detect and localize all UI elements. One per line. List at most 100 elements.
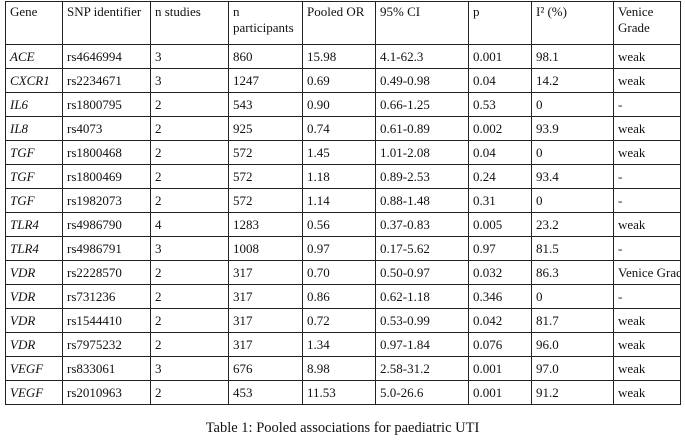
table-cell: VEGF — [5, 356, 63, 381]
table-cell: weak — [613, 332, 681, 357]
table-cell: 1.34 — [302, 332, 376, 357]
table-cell: 0.076 — [468, 332, 532, 357]
table-cell: rs1800469 — [62, 164, 151, 189]
table-cell: rs2234671 — [62, 68, 151, 93]
header-cell: SNP identifier — [62, 1, 151, 45]
table-cell: weak — [613, 140, 681, 165]
table-cell: VDR — [5, 260, 63, 285]
table-cell: 3 — [150, 44, 229, 69]
table-cell: 0.04 — [468, 68, 532, 93]
table-cell: 0.37-0.83 — [375, 212, 469, 237]
table-cell: - — [613, 284, 681, 309]
results-table: Gene SNP identifier n studies n participant… — [5, 1, 681, 405]
table-cell: 0.50-0.97 — [375, 260, 469, 285]
table-cell: 91.2 — [531, 380, 614, 405]
table-cell: 0.72 — [302, 308, 376, 333]
table-cell: 0.90 — [302, 92, 376, 117]
table-cell: 317 — [228, 260, 303, 285]
table-row: TGF rs1800469 2 572 1.18 0.89-2.53 0.24 93.4- — [5, 164, 681, 189]
table-cell: 0.24 — [468, 164, 532, 189]
table-cell: 3 — [150, 356, 229, 381]
table-cell: 0.70 — [302, 260, 376, 285]
table-cell: TGF — [5, 164, 63, 189]
table-cell: 1247 — [228, 68, 303, 93]
table-cell: rs1544410 — [62, 308, 151, 333]
table-cell: 0 — [531, 140, 614, 165]
table-cell: TGF — [5, 140, 63, 165]
table-cell: rs4646994 — [62, 44, 151, 69]
table-cell: 317 — [228, 284, 303, 309]
table-cell: 0.001 — [468, 356, 532, 381]
table-cell: 925 — [228, 116, 303, 141]
table-cell: 676 — [228, 356, 303, 381]
table-cell: 0.69 — [302, 68, 376, 93]
table-cell: 23.2 — [531, 212, 614, 237]
table-cell: weak — [613, 356, 681, 381]
table-cell: ACE — [5, 44, 63, 69]
table-cell: 317 — [228, 332, 303, 357]
table-cell: - — [613, 236, 681, 261]
table-row: TLR4 rs4986790 4 1283 0.56 0.37-0.83 0.005 23.2… — [5, 212, 681, 237]
table-cell: 81.7 — [531, 308, 614, 333]
table-cell: rs731236 — [62, 284, 151, 309]
table-cell: 96.0 — [531, 332, 614, 357]
caption: Table 1: Pooled associations for paediat… — [205, 420, 480, 436]
table-row: VDR rs2228570 2 317 0.70 0.50-0.97 0.032 86.3 Ve… — [5, 260, 681, 285]
header-cell: I² (%) — [531, 1, 614, 45]
table-cell: rs7975232 — [62, 332, 151, 357]
table-cell: 453 — [228, 380, 303, 405]
table-cell: rs2228570 — [62, 260, 151, 285]
table-cell: weak — [613, 68, 681, 93]
header-cell: n studies — [150, 1, 229, 45]
table-cell: 0.74 — [302, 116, 376, 141]
table-cell: 0.86 — [302, 284, 376, 309]
table-cell: 0.49-0.98 — [375, 68, 469, 93]
table-cell: 1.18 — [302, 164, 376, 189]
table-cell: 317 — [228, 308, 303, 333]
table-cell: VDR — [5, 284, 63, 309]
table-cell: 2 — [150, 332, 229, 357]
header-cell: p — [468, 1, 532, 45]
table-cell: weak — [613, 212, 681, 237]
table-cell: 86.3 — [531, 260, 614, 285]
table-cell: 0.56 — [302, 212, 376, 237]
table-cell: weak — [613, 44, 681, 69]
table-cell: - — [613, 188, 681, 213]
table-cell: TLR4 — [5, 212, 63, 237]
table-cell: 0.042 — [468, 308, 532, 333]
header-row: Gene SNP identifier n studies n participant… — [5, 1, 681, 45]
table-cell: 93.4 — [531, 164, 614, 189]
table-cell: VDR — [5, 332, 63, 357]
table-cell: - — [613, 164, 681, 189]
table-body: ACE rs4646994 3 860 15.98 4.1-62.3 0.001 98.1 we… — [5, 44, 681, 405]
table-cell: 0.17-5.62 — [375, 236, 469, 261]
table-cell: 93.9 — [531, 116, 614, 141]
table-row: TGF rs1982073 2 572 1.14 0.88-1.48 0.31 0- — [5, 188, 681, 213]
table-cell: 572 — [228, 188, 303, 213]
table-cell: 0 — [531, 92, 614, 117]
table-row: VDR rs1544410 2 317 0.72 0.53-0.99 0.042 81.7 we… — [5, 308, 681, 333]
table-cell: 3 — [150, 68, 229, 93]
table-cell: 860 — [228, 44, 303, 69]
table-cell: VDR — [5, 308, 63, 333]
table-cell: 572 — [228, 164, 303, 189]
table-row: TLR4 rs4986791 3 1008 0.97 0.17-5.62 0.97 81.5- — [5, 236, 681, 261]
table-cell: 2 — [150, 188, 229, 213]
table-cell: 0.62-1.18 — [375, 284, 469, 309]
table-row: VEGF rs833061 3 676 8.98 2.58-31.2 0.001 97.0 we… — [5, 356, 681, 381]
table-cell: 15.98 — [302, 44, 376, 69]
header-cell: n participants — [228, 1, 303, 45]
table-cell: 0.346 — [468, 284, 532, 309]
table-cell: rs4073 — [62, 116, 151, 141]
table-cell: 0.97-1.84 — [375, 332, 469, 357]
table-cell: 2 — [150, 92, 229, 117]
table-cell: 0.89-2.53 — [375, 164, 469, 189]
table-cell: rs1800468 — [62, 140, 151, 165]
table-cell: rs4986790 — [62, 212, 151, 237]
header-cell: Venice Grade — [613, 1, 681, 45]
table-cell: TGF — [5, 188, 63, 213]
table-cell: rs1982073 — [62, 188, 151, 213]
table-cell: 4 — [150, 212, 229, 237]
table-cell: Venice Grade — [613, 260, 681, 285]
table-cell: 0.31 — [468, 188, 532, 213]
